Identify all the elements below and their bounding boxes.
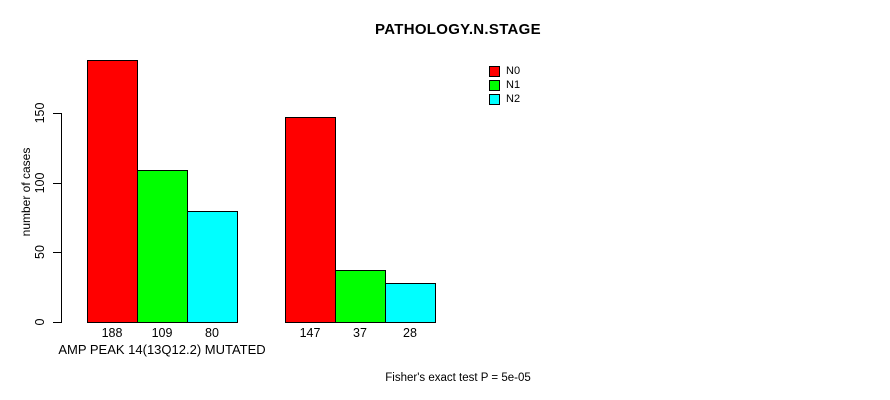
legend-swatch-N0 [489,65,500,77]
legend-label: N1 [506,79,521,91]
bar-N0-group2 [285,117,336,323]
legend-row: N2 [489,92,520,106]
legend-row: N0 [489,64,520,78]
bar-value-label: 109 [151,326,173,340]
y-tick-label: 50 [33,245,47,259]
y-axis [61,113,62,323]
y-tick-label: 0 [33,318,47,326]
bar-value-label: 188 [101,326,123,340]
y-tick-label: 150 [33,102,47,124]
legend-label: N0 [506,65,521,77]
bar-value-label: 28 [403,326,417,340]
y-tick [53,252,61,253]
legend-row: N1 [489,78,520,92]
y-tick [53,183,61,184]
fisher-test-annotation: Fisher's exact test P = 5e-05 [385,372,531,384]
chart-title: PATHOLOGY.N.STAGE [375,21,541,38]
bar-value-label: 147 [299,326,321,340]
x-axis-label: AMP PEAK 14(13Q12.2) MUTATED [58,342,266,357]
legend: N0 N1 N2 [489,64,520,106]
bar-N2-group1 [187,211,238,323]
bar-N1-group1 [137,170,188,323]
y-tick-label: 100 [33,172,47,194]
bar-value-label: 80 [205,326,219,340]
bar-N1-group2 [335,270,386,323]
y-tick [53,113,61,114]
bar-N0-group1 [87,60,138,323]
legend-swatch-N1 [489,79,500,91]
legend-label: N2 [506,93,521,105]
legend-swatch-N2 [489,93,500,105]
bar-value-label: 37 [353,326,367,340]
y-tick [53,322,61,323]
bar-N2-group2 [385,283,436,323]
